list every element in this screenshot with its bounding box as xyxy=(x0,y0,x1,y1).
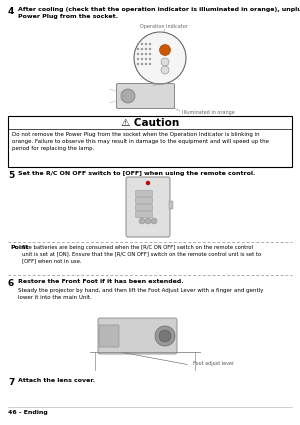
Circle shape xyxy=(145,48,147,50)
FancyBboxPatch shape xyxy=(136,190,152,196)
Circle shape xyxy=(149,53,151,55)
Circle shape xyxy=(137,48,139,50)
Circle shape xyxy=(139,218,145,224)
Text: Steady the projector by hand, and then lift the Foot Adjust Lever with a finger : Steady the projector by hand, and then l… xyxy=(18,288,263,300)
Text: Point: Point xyxy=(10,245,28,250)
Text: The batteries are being consumed when the [R/C ON OFF] switch on the remote cont: The batteries are being consumed when th… xyxy=(22,245,261,264)
Circle shape xyxy=(141,53,143,55)
Circle shape xyxy=(159,330,171,342)
Text: Operation Indicator: Operation Indicator xyxy=(140,24,188,29)
Circle shape xyxy=(137,63,139,65)
Circle shape xyxy=(137,43,139,45)
Circle shape xyxy=(149,48,151,50)
Circle shape xyxy=(121,89,135,103)
FancyBboxPatch shape xyxy=(99,325,119,347)
Text: 7: 7 xyxy=(8,378,14,387)
Circle shape xyxy=(160,45,170,56)
Circle shape xyxy=(149,58,151,60)
FancyBboxPatch shape xyxy=(136,212,152,218)
Circle shape xyxy=(141,43,143,45)
FancyBboxPatch shape xyxy=(136,198,152,204)
Text: After cooling (check that the operation indicator is illuminated in orange), unp: After cooling (check that the operation … xyxy=(18,7,300,19)
FancyBboxPatch shape xyxy=(98,318,177,354)
Circle shape xyxy=(146,181,150,185)
Text: 6: 6 xyxy=(8,279,14,288)
Circle shape xyxy=(151,218,157,224)
Text: Set the R/C ON OFF switch to [OFF] when using the remote control.: Set the R/C ON OFF switch to [OFF] when … xyxy=(18,171,255,176)
Text: Do not remove the Power Plug from the socket when the Operation Indicator is bli: Do not remove the Power Plug from the so… xyxy=(12,132,269,151)
Bar xyxy=(8,116,292,167)
Text: ⚠ Caution: ⚠ Caution xyxy=(121,117,179,128)
FancyBboxPatch shape xyxy=(116,83,175,108)
Circle shape xyxy=(145,218,151,224)
Bar xyxy=(169,201,173,209)
Circle shape xyxy=(161,66,169,74)
Circle shape xyxy=(145,53,147,55)
Circle shape xyxy=(137,58,139,60)
Circle shape xyxy=(141,63,143,65)
FancyBboxPatch shape xyxy=(126,177,170,237)
Text: 46 - Ending: 46 - Ending xyxy=(8,410,48,415)
Text: Attach the lens cover.: Attach the lens cover. xyxy=(18,378,95,383)
Circle shape xyxy=(155,326,175,346)
Circle shape xyxy=(141,48,143,50)
Circle shape xyxy=(137,53,139,55)
Circle shape xyxy=(149,63,151,65)
Circle shape xyxy=(161,58,169,66)
Circle shape xyxy=(145,58,147,60)
Text: 5: 5 xyxy=(8,171,14,180)
Text: Foot adjust lever: Foot adjust lever xyxy=(193,362,234,366)
Circle shape xyxy=(145,63,147,65)
Circle shape xyxy=(134,32,186,84)
Text: Illuminated in orange: Illuminated in orange xyxy=(182,110,235,115)
Circle shape xyxy=(149,43,151,45)
Text: Restore the Front Foot if it has been extended.: Restore the Front Foot if it has been ex… xyxy=(18,279,184,284)
Text: 4: 4 xyxy=(8,7,14,16)
Circle shape xyxy=(141,58,143,60)
Circle shape xyxy=(145,43,147,45)
FancyBboxPatch shape xyxy=(136,204,152,210)
